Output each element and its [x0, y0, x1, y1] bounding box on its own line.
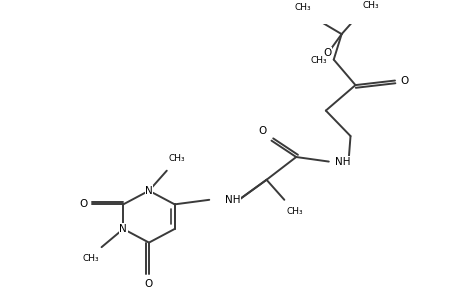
Text: O: O: [323, 48, 331, 58]
Text: O: O: [258, 126, 266, 136]
Text: CH₃: CH₃: [168, 154, 185, 164]
Text: CH₃: CH₃: [285, 207, 302, 216]
Text: CH₃: CH₃: [83, 254, 100, 263]
Text: N: N: [119, 224, 127, 234]
Text: N: N: [145, 186, 152, 196]
Text: CH₃: CH₃: [362, 1, 378, 10]
Text: O: O: [145, 279, 153, 289]
Text: CH₃: CH₃: [294, 3, 310, 12]
Text: NH: NH: [334, 157, 349, 166]
Text: O: O: [399, 76, 407, 85]
Text: NH: NH: [224, 195, 240, 205]
Text: CH₃: CH₃: [309, 56, 326, 65]
Text: O: O: [79, 200, 88, 209]
